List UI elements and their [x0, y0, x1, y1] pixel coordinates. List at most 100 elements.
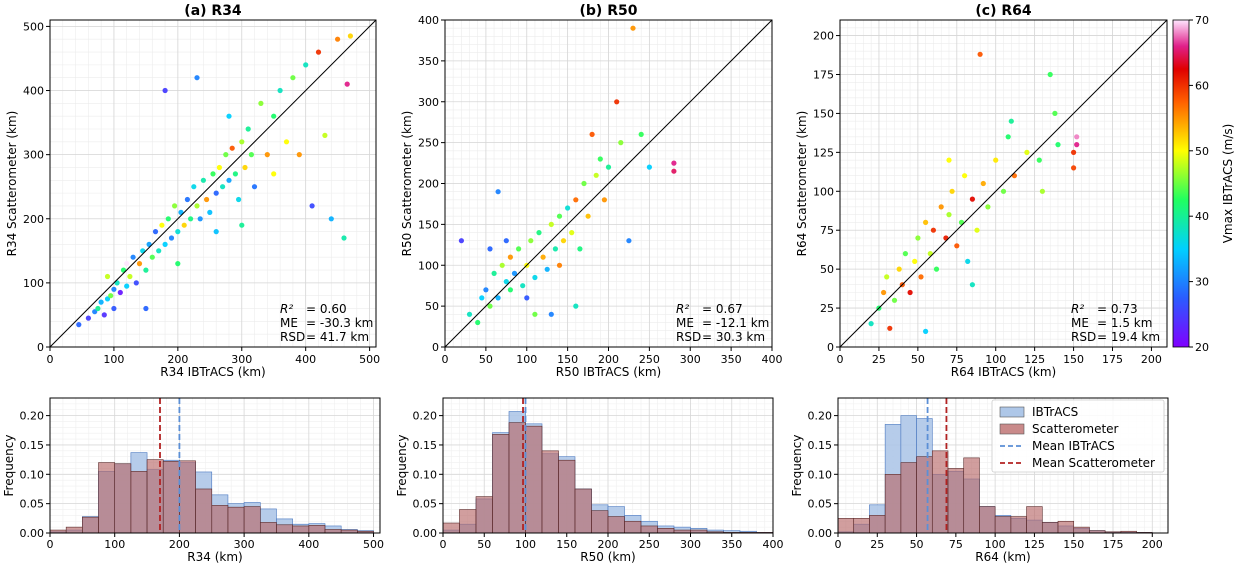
- data-point: [149, 254, 155, 260]
- histogram-panel-r50: 0 50 100 150 200 250 300 350 400 0.00 0.05 0.10 0.15…: [395, 397, 784, 564]
- colorbar-tick-label: 40: [1195, 210, 1209, 223]
- x-tick-label: 100: [516, 353, 537, 366]
- data-point: [868, 321, 874, 327]
- stat-label: R²: [676, 302, 689, 316]
- x-tick-label: 200: [169, 538, 190, 551]
- data-point: [532, 311, 538, 317]
- data-point: [954, 243, 960, 249]
- x-axis-label: R34 IBTrACS (km): [160, 365, 266, 379]
- y-tick-label: 0: [37, 341, 44, 354]
- data-point: [117, 289, 123, 296]
- data-point: [556, 213, 563, 219]
- y-tick-label: 75: [820, 224, 834, 237]
- stat-value: = 19.4 km: [1097, 330, 1160, 344]
- scatter-panel-r50: 0 50 100 150 200 250 300 350 400 0 50 100 150 200 250 3…: [400, 3, 783, 379]
- y-tick-label: 350: [418, 55, 439, 68]
- data-point: [965, 258, 971, 264]
- stat-value: = 41.7 km: [306, 330, 369, 344]
- x-tick-label: 400: [295, 353, 316, 366]
- data-point: [1024, 149, 1030, 155]
- data-point: [85, 315, 91, 321]
- histogram-bar-scatterometer: [853, 518, 870, 534]
- data-point: [309, 203, 315, 209]
- data-point: [156, 248, 162, 254]
- y-tick-label: 0.10: [20, 468, 45, 481]
- data-point: [322, 132, 328, 138]
- data-point: [536, 230, 542, 236]
- histogram-bar-scatterometer: [1041, 522, 1059, 534]
- data-point: [104, 296, 111, 302]
- y-tick-label: 175: [813, 69, 834, 82]
- data-point: [162, 241, 168, 247]
- data-point: [328, 216, 334, 222]
- x-tick-label: 50: [477, 538, 491, 551]
- x-tick-label: 0: [442, 353, 449, 366]
- data-point: [341, 235, 347, 241]
- data-point: [236, 196, 242, 203]
- histogram-bar-scatterometer: [276, 524, 293, 534]
- y-tick-label: 0.05: [20, 498, 45, 511]
- y-tick-label: 50: [425, 300, 439, 313]
- histogram-bar-scatterometer: [657, 528, 675, 534]
- y-axis-label: Frequency: [790, 435, 804, 497]
- y-tick-label: 0.20: [413, 410, 438, 423]
- x-axis-label: R64 (km): [975, 550, 1030, 564]
- histogram-bar-scatterometer: [292, 525, 310, 534]
- stat-value: = 1.5 km: [1097, 316, 1152, 330]
- data-point: [1074, 142, 1080, 148]
- data-point: [207, 209, 213, 215]
- data-point: [569, 230, 575, 236]
- data-point: [124, 283, 130, 289]
- x-tick-label: 200: [1141, 353, 1162, 366]
- data-point: [124, 261, 130, 267]
- data-point: [915, 235, 921, 241]
- data-point: [902, 251, 909, 257]
- histogram-bar-scatterometer: [162, 461, 180, 534]
- y-tick-label: 0.15: [20, 439, 45, 452]
- data-point: [175, 261, 181, 267]
- data-point: [520, 283, 526, 289]
- plot-frame: [839, 19, 1168, 348]
- colorbar-tick-label: 20: [1195, 341, 1209, 354]
- data-point: [239, 139, 245, 145]
- data-point: [101, 312, 107, 318]
- histogram-bar-scatterometer: [525, 425, 543, 534]
- data-point: [544, 266, 550, 272]
- histogram-bar-scatterometer: [259, 522, 277, 534]
- x-tick-label: 50: [910, 538, 924, 551]
- stat-label: ME: [280, 316, 298, 330]
- data-point: [946, 157, 952, 163]
- y-axis-label: R34 Scatterometer (km): [5, 111, 19, 257]
- histogram-bar-scatterometer: [442, 522, 460, 534]
- data-point: [213, 229, 219, 235]
- histogram-legend: IBTrACS Scatterometer Mean IBTrACS Mean Sca…: [991, 399, 1165, 473]
- data-point: [458, 238, 464, 244]
- data-point: [479, 295, 485, 301]
- data-point: [933, 266, 940, 272]
- data-point: [271, 171, 277, 177]
- histogram-bar-scatterometer: [607, 516, 625, 534]
- data-point: [962, 173, 968, 179]
- plot-frame: [49, 19, 377, 348]
- histogram-bar-scatterometer: [1010, 516, 1027, 534]
- data-point: [491, 270, 497, 276]
- data-point: [593, 172, 599, 178]
- stat-value: = -12.1 km: [702, 316, 769, 330]
- histogram-bar-scatterometer: [492, 434, 510, 534]
- panel-title: (a) R34: [184, 3, 242, 19]
- data-point: [466, 311, 473, 317]
- y-axis-label: R64 Scatterometer (km): [795, 111, 809, 257]
- data-point: [581, 180, 587, 187]
- y-tick-label: 300: [418, 96, 439, 109]
- data-point: [1074, 134, 1080, 140]
- data-point: [626, 238, 632, 244]
- stat-value: = 0.60: [306, 302, 347, 316]
- data-point: [213, 190, 219, 196]
- data-point: [248, 152, 254, 158]
- data-point: [548, 311, 554, 317]
- data-point: [507, 254, 513, 260]
- data-point: [1036, 157, 1042, 163]
- stat-value: = 0.73: [1097, 302, 1138, 316]
- identity-line: [49, 19, 377, 348]
